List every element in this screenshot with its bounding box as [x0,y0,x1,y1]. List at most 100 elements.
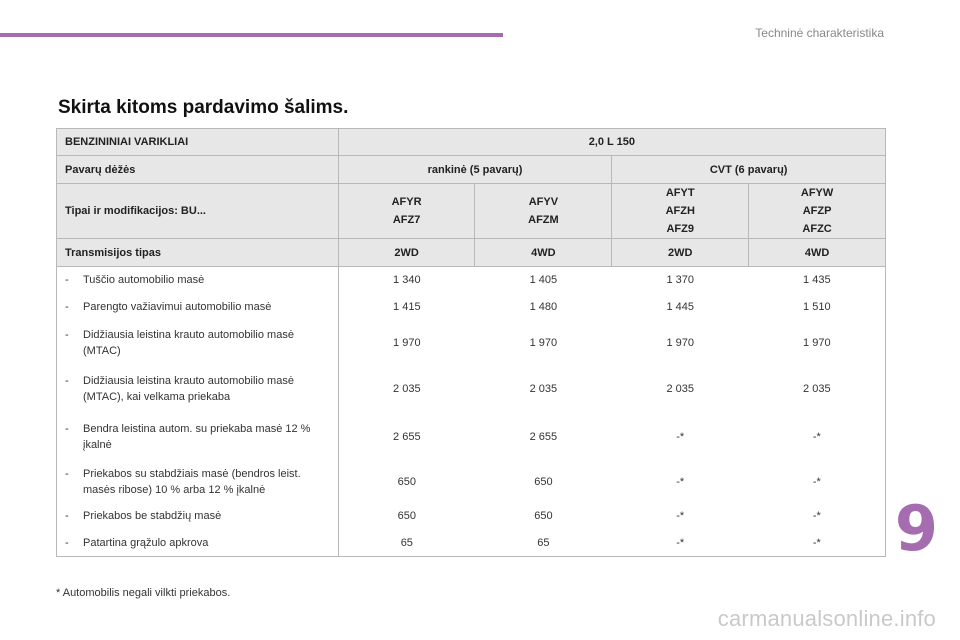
table-cell: -* [748,460,886,503]
type-code: AFYW [800,187,834,199]
type-code: AFZM [528,214,559,226]
table-cell: 2 035 [666,382,694,395]
table-cell: 65 [338,529,475,557]
table-row: - Priekabos su stabdžiais masė (bendros l… [56,460,886,503]
type-code: AFZ7 [392,214,421,226]
row-label-cell: - Bendra leistina autom. su priekaba masė… [56,412,339,461]
row-label-cell: - Priekabos be stabdžių masė [56,502,339,530]
type-code: AFZC [802,223,832,235]
table-cell: -* [748,412,886,461]
row-label-cell: - Parengto važiavimui automobilio masė [56,293,339,321]
specifications-table: BENZININIAI VARIKLIAI 2,0 L 150 Pavarų d… [56,128,887,557]
table-cell: 1 510 [748,293,886,321]
row-label: Tuščio automobilio masė [83,274,205,287]
chapter-number: 9 [894,492,938,565]
transmission-label: Transmisijos tipas [56,238,339,267]
row-dash: - [65,328,69,341]
table-row: - Tuščio automobilio masė 1 340 1 405 1 370 1… [56,266,886,294]
gearbox-manual: rankinė (5 pavarų) [337,155,613,184]
type-cell: AFYR AFZ7 [337,183,476,239]
table-cell: -* [676,475,685,488]
table-cell: -* [611,529,749,557]
row-label: Bendra leistina autom. su priekaba masė … [83,422,311,451]
table-cell: -* [676,510,685,522]
transmission-type: 2WD [611,238,750,267]
row-dash: - [65,374,69,387]
row-label-cell: - Didžiausia leistina krauto automobilio … [56,320,339,365]
table-cell: 2 655 [529,430,558,443]
gearbox-cvt: CVT (6 pavarų) [611,155,886,184]
table-cell: 1 970 [393,336,421,349]
type-code: AFZH [665,205,695,217]
table-cell: 1 415 [393,301,421,313]
section-title: Techninė charakteristika [755,26,884,40]
engines-label: BENZININIAI VARIKLIAI [56,128,339,156]
table-cell: 1 480 [529,301,558,313]
row-label-cell: - Priekabos su stabdžiais masė (bendros l… [56,460,339,503]
row-dash: - [65,536,69,549]
table-cell: 1 435 [748,266,886,294]
type-cell: AFYW AFZP AFZC [748,183,886,239]
table-row: - Priekabos be stabdžių masė 650 650 -* -* [56,502,886,530]
row-dash: - [65,301,69,313]
table-cell: 2 035 [393,382,421,395]
type-cell: AFYT AFZH AFZ9 [611,183,750,239]
table-cell: 1 340 [393,274,421,287]
table-cell: 1 370 [666,274,694,287]
row-label-cell: - Didžiausia leistina krauto automobilio … [56,364,339,413]
page-heading: Skirta kitoms pardavimo šalims. [58,97,349,118]
table-cell: 2 035 [748,364,886,413]
row-label: Priekabos be stabdžių masė [83,510,222,522]
table-cell: 1 970 [529,336,558,349]
type-code: AFYV [528,196,559,208]
transmission-type: 4WD [748,238,886,267]
row-dash: - [65,274,69,287]
table-cell: 1 445 [666,301,694,313]
table-cell: 1 970 [666,336,694,349]
engine-name: 2,0 L 150 [337,128,887,156]
gearbox-label: Pavarų dėžės [56,155,339,184]
row-dash: - [65,510,69,522]
row-label-cell: - Tuščio automobilio masė [56,266,339,294]
table-cell: 650 [534,510,553,522]
row-label: Didžiausia leistina krauto automobilio m… [83,374,294,403]
header-accent-bar [0,33,503,37]
row-dash: - [65,467,69,480]
table-row: - Bendra leistina autom. su priekaba masė… [56,412,886,461]
transmission-type: 2WD [337,238,476,267]
table-cell: 2 035 [529,382,558,395]
table-cell: 1 970 [748,320,886,365]
table-cell: -* [748,502,886,530]
row-label-cell: - Patartina grąžulo apkrova [56,529,339,557]
row-label: Patartina grąžulo apkrova [83,536,209,549]
engine-header-row: BENZININIAI VARIKLIAI 2,0 L 150 [56,128,887,156]
type-code: AFYR [391,196,422,208]
table-cell: -* [676,430,685,443]
gearbox-header-row: Pavarų dėžės rankinė (5 pavarų) CVT (6 p… [56,155,886,184]
row-label: Parengto važiavimui automobilio masė [83,301,272,313]
row-label: Priekabos su stabdžiais masė (bendros le… [83,467,301,496]
table-cell: 1 405 [529,274,558,287]
transmission-type: 4WD [474,238,613,267]
type-cell: AFYV AFZM [474,183,613,239]
transmission-header-row: Transmisijos tipas 2WD 4WD 2WD 4WD [56,238,886,267]
table-cell: 2 655 [393,430,421,443]
type-code: AFZ9 [666,223,694,235]
row-dash: - [65,422,69,435]
table-cell: 65 [474,529,612,557]
table-row: - Parengto važiavimui automobilio masė 1 4… [56,293,886,321]
types-label: Tipai ir modifikacijos: BU... [56,183,339,239]
types-header-row: Tipai ir modifikacijos: BU... AFYR AFZ7 A… [56,183,886,239]
table-row: - Didžiausia leistina krauto automobilio … [56,364,886,413]
table-row: - Didžiausia leistina krauto automobilio … [56,320,886,365]
row-label: Didžiausia leistina krauto automobilio m… [83,328,294,357]
table-cell: 650 [534,475,553,488]
type-code: AFZP [802,205,832,217]
type-code: AFYT [665,187,695,199]
table-row: - Patartina grąžulo apkrova 65 65 -* -* [56,529,886,557]
footnote: * Automobilis negali vilkti priekabos. [56,587,231,599]
watermark: carmanualsonline.info [717,606,936,631]
table-cell: 650 [397,510,416,522]
table-cell: -* [748,529,886,557]
table-cell: 650 [397,475,416,488]
